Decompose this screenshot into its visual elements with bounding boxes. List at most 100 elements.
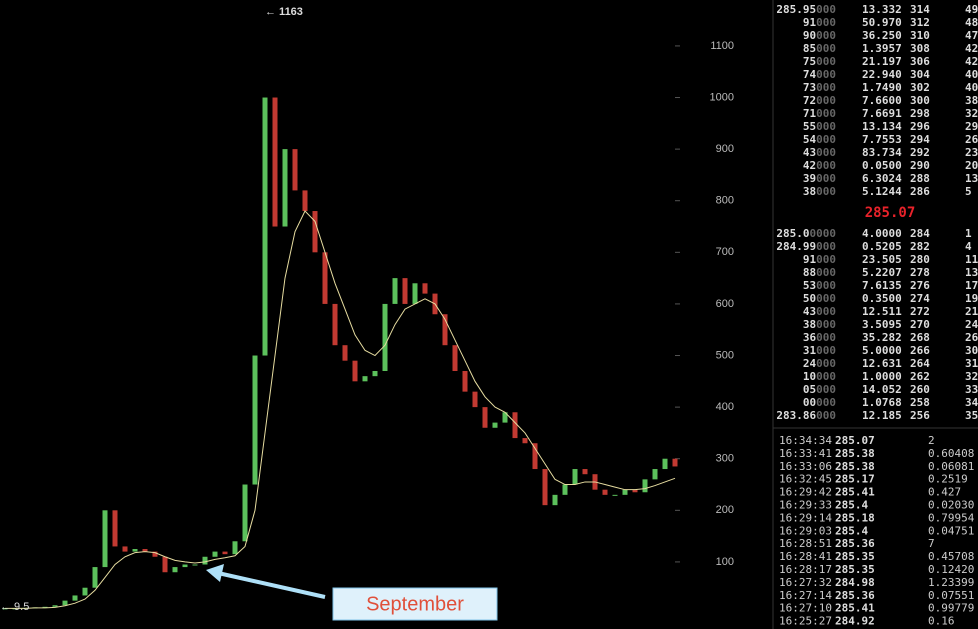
price-main: 55 xyxy=(803,120,816,133)
price: 00000 xyxy=(803,396,836,409)
price-tail: 000 xyxy=(816,409,836,422)
amount: 7.6600 xyxy=(862,94,902,107)
candle xyxy=(272,97,278,227)
total: 306 xyxy=(910,55,930,68)
price-main: 283.86 xyxy=(776,409,816,422)
total: 302 xyxy=(910,81,930,94)
count: 23 xyxy=(965,146,978,159)
count: 13 xyxy=(965,172,978,185)
total: 280 xyxy=(910,253,930,266)
y-tick-label: 600 xyxy=(716,298,734,310)
amount: 13.332 xyxy=(862,3,902,16)
price-main: 90 xyxy=(803,29,816,42)
price: 90000 xyxy=(803,29,836,42)
high-annotation: ← 1163 xyxy=(265,6,303,18)
y-tick-label: 700 xyxy=(716,246,734,258)
trade-amount: 0.04751 xyxy=(928,524,974,537)
candle xyxy=(602,489,608,495)
trade-time: 16:25:27 xyxy=(779,615,832,628)
candle xyxy=(102,510,108,568)
price-tail: 000 xyxy=(816,305,836,318)
total: 270 xyxy=(910,318,930,331)
amount: 1.3957 xyxy=(862,42,902,55)
price: 54000 xyxy=(803,133,836,146)
price: 73000 xyxy=(803,81,836,94)
trade-price: 285.41 xyxy=(835,486,875,499)
total: 260 xyxy=(910,383,930,396)
total: 292 xyxy=(910,146,930,159)
candle xyxy=(292,149,298,191)
price-tail: 000 xyxy=(816,68,836,81)
candle xyxy=(522,438,528,444)
candle xyxy=(172,567,178,573)
candle xyxy=(182,564,188,568)
trade-price: 285.35 xyxy=(835,550,875,563)
candle xyxy=(672,458,678,467)
trade-price: 285.36 xyxy=(835,537,875,550)
total: 258 xyxy=(910,396,930,409)
trade-amount: 0.06081 xyxy=(928,460,974,473)
price: 50000 xyxy=(803,292,836,305)
price-main: 91 xyxy=(803,16,817,29)
count: 32 xyxy=(965,107,978,120)
trade-time: 16:28:17 xyxy=(779,563,832,576)
trade-time: 16:29:14 xyxy=(779,511,832,524)
price-main: 54 xyxy=(803,133,817,146)
trade-time: 16:29:03 xyxy=(779,524,832,537)
candle xyxy=(372,371,378,377)
candle xyxy=(52,605,58,607)
candle xyxy=(402,278,408,304)
candle xyxy=(492,422,498,428)
amount: 50.970 xyxy=(862,16,902,29)
price-main: 31 xyxy=(803,344,817,357)
price-tail: 000 xyxy=(816,120,836,133)
candle xyxy=(362,376,368,382)
trade-amount: 0.99779 xyxy=(928,602,974,615)
trade-time: 16:29:33 xyxy=(779,499,832,512)
price-tail: 0000 xyxy=(810,227,837,240)
total: 298 xyxy=(910,107,930,120)
amount: 7.6135 xyxy=(862,279,902,292)
candle xyxy=(572,469,578,485)
trade-time: 16:28:51 xyxy=(779,537,832,550)
price: 42000 xyxy=(803,159,836,172)
count: 42 xyxy=(965,55,978,68)
price-tail: 000 xyxy=(816,172,836,185)
candle xyxy=(62,600,68,606)
amount: 5.1244 xyxy=(862,185,902,198)
count: 48 xyxy=(965,16,978,29)
price-main: 10 xyxy=(803,370,816,383)
price-main: 85 xyxy=(803,42,816,55)
candle xyxy=(332,303,338,346)
trade-price: 285.4 xyxy=(835,499,868,512)
price-main: 05 xyxy=(803,383,816,396)
trade-amount: 0.07551 xyxy=(928,589,974,602)
candle xyxy=(622,489,628,495)
candle xyxy=(152,551,158,557)
total: 294 xyxy=(910,133,930,146)
trade-amount: 0.45708 xyxy=(928,550,974,563)
count: 4 xyxy=(965,240,972,253)
price: 71000 xyxy=(803,107,836,120)
candle xyxy=(192,564,198,566)
candle xyxy=(72,595,78,601)
candle xyxy=(212,551,218,557)
price-tail: 000 xyxy=(816,383,836,396)
trade-price: 285.17 xyxy=(835,473,875,486)
price: 285.00000 xyxy=(776,227,836,240)
amount: 22.940 xyxy=(862,68,902,81)
amount: 14.052 xyxy=(862,383,902,396)
candle xyxy=(252,355,258,485)
amount: 12.511 xyxy=(862,305,902,318)
price-main: 38 xyxy=(803,318,816,331)
trade-time: 16:29:42 xyxy=(779,486,832,499)
candle xyxy=(322,252,328,304)
count: 40 xyxy=(965,81,978,94)
price: 10000 xyxy=(803,370,836,383)
candle xyxy=(122,546,128,552)
total: 256 xyxy=(910,409,930,422)
price-tail: 000 xyxy=(816,94,836,107)
amount: 36.250 xyxy=(862,29,902,42)
total: 290 xyxy=(910,159,930,172)
